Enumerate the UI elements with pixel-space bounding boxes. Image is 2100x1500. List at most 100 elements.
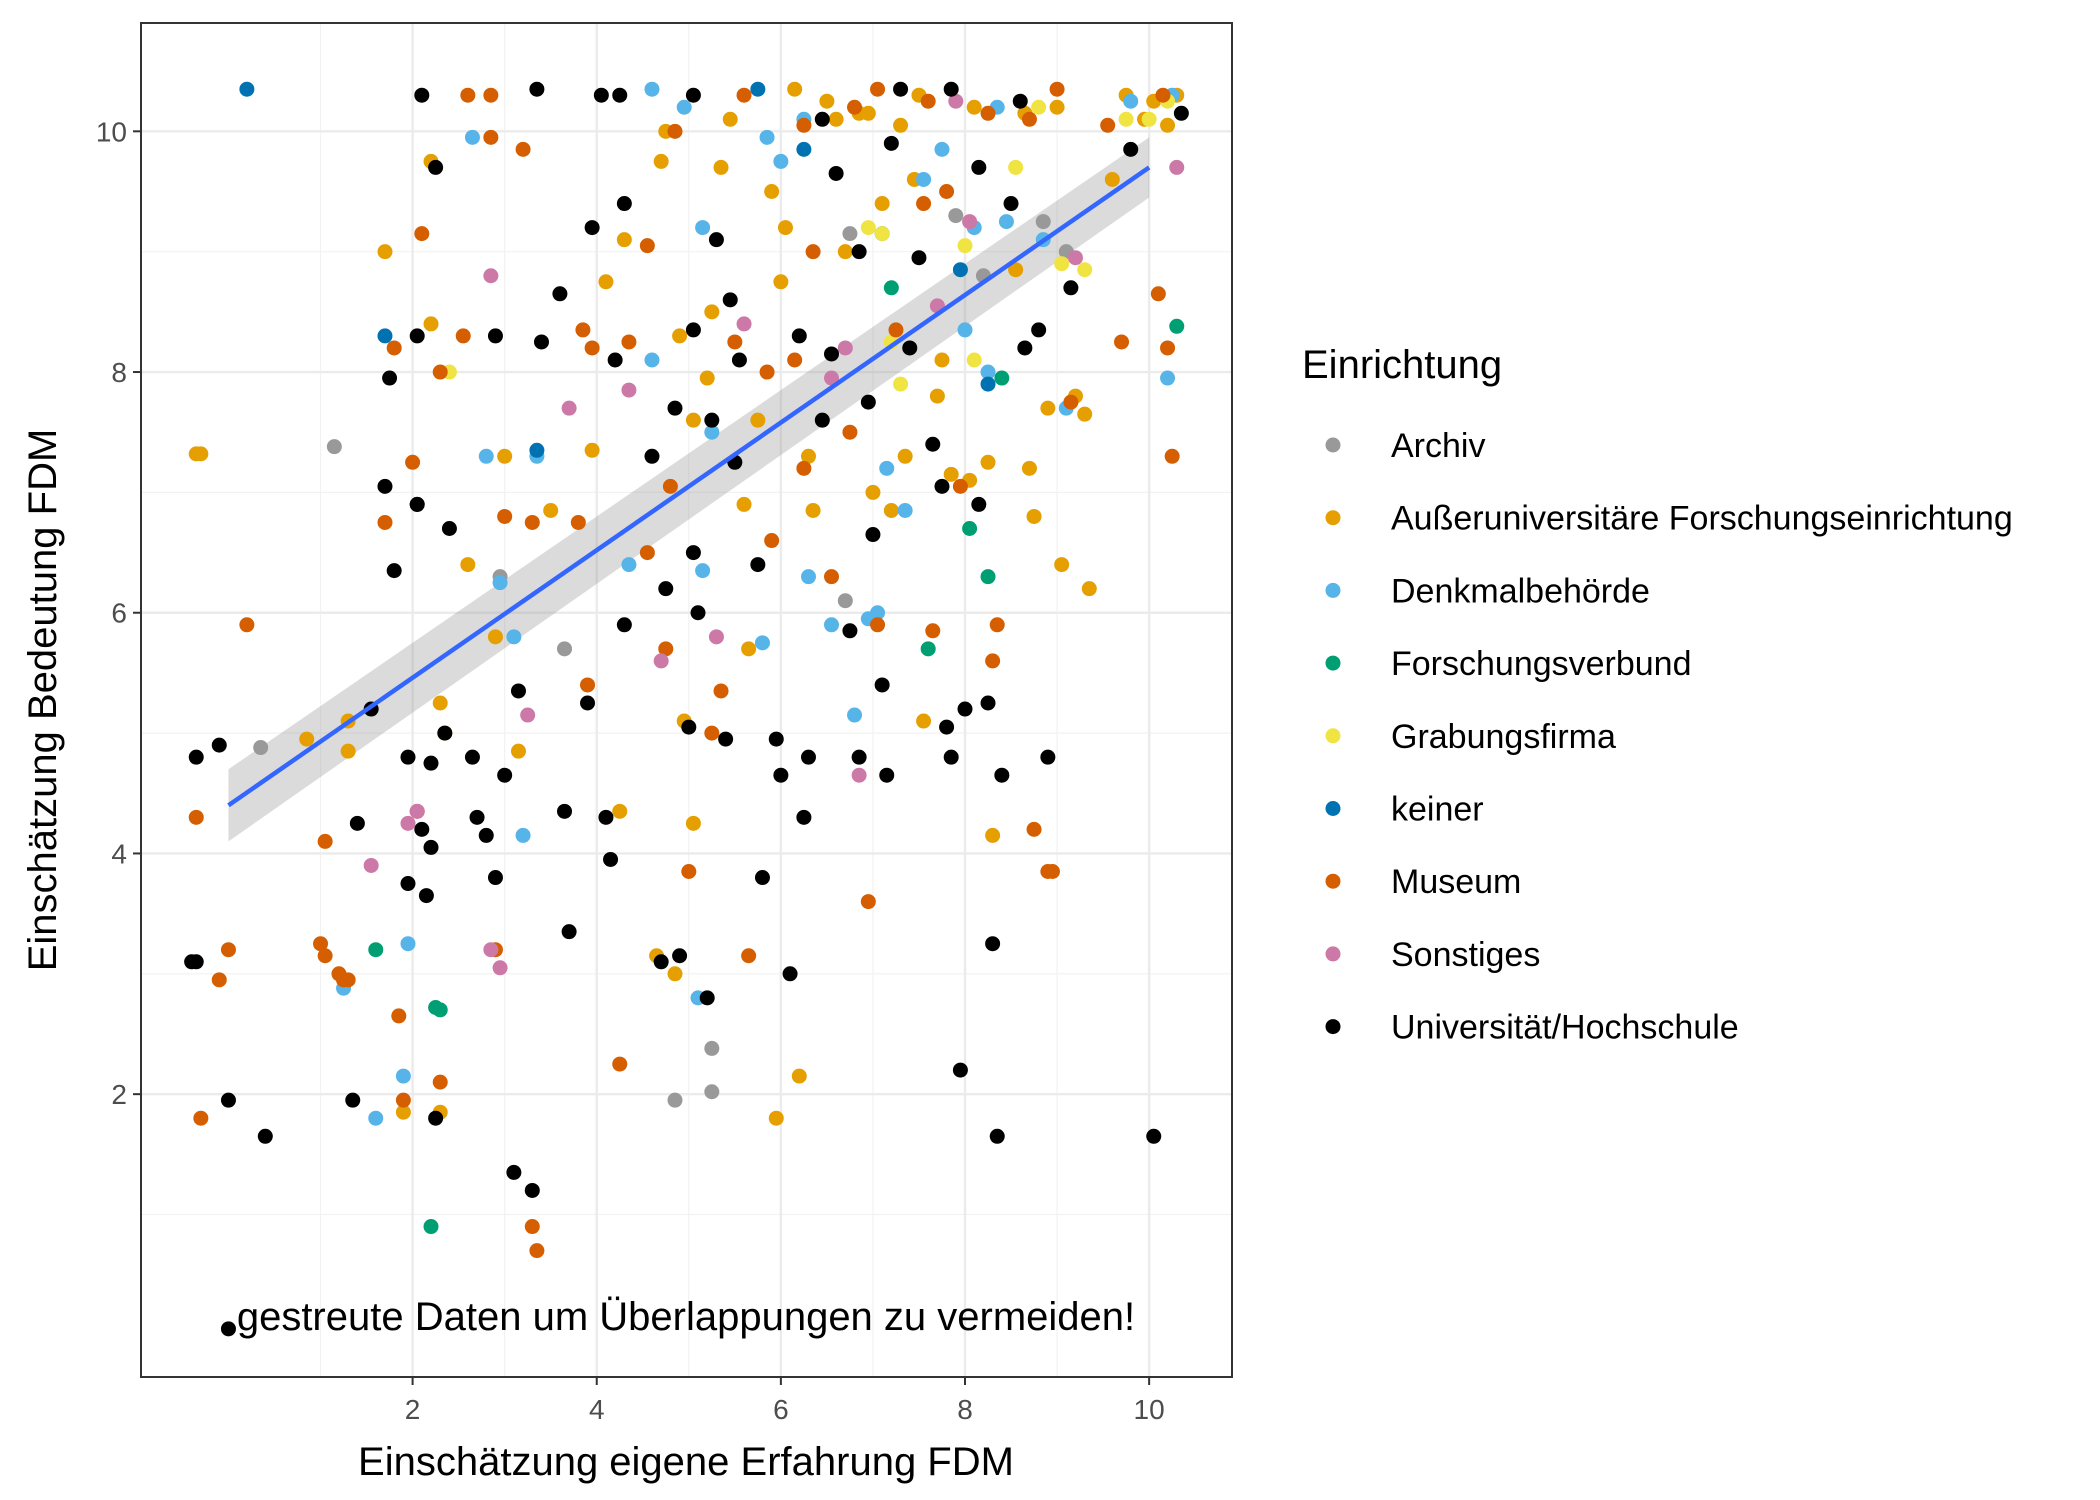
point-keiner — [980, 376, 996, 392]
point-museum — [1044, 864, 1060, 880]
point-museum — [432, 364, 448, 380]
point-universit-t-hochschule — [943, 81, 959, 97]
point-museum — [796, 460, 812, 476]
legend-label: Forschungsverbund — [1391, 645, 1692, 683]
point-museum — [920, 93, 936, 109]
point-universit-t-hochschule — [768, 731, 784, 747]
point-archiv — [837, 593, 853, 609]
point-au-eruniversit-re-forschungseinrichtung — [764, 183, 780, 199]
point-forschungsverbund — [1169, 318, 1185, 334]
point-universit-t-hochschule — [681, 719, 697, 735]
point-au-eruniversit-re-forschungseinrichtung — [787, 81, 803, 97]
point-universit-t-hochschule — [598, 809, 614, 825]
point-archiv — [326, 439, 342, 455]
legend-item: keiner — [1325, 791, 1484, 829]
point-au-eruniversit-re-forschungseinrichtung — [423, 316, 439, 332]
point-denkmalbeh-rde — [704, 424, 720, 440]
legend-key — [1325, 801, 1341, 816]
point-au-eruniversit-re-forschungseinrichtung — [768, 1110, 784, 1126]
point-museum — [787, 352, 803, 368]
point-denkmalbeh-rde — [676, 99, 692, 115]
point-universit-t-hochschule — [561, 924, 577, 940]
point-museum — [796, 117, 812, 133]
point-universit-t-hochschule — [612, 87, 628, 103]
point-universit-t-hochschule — [1012, 93, 1028, 109]
point-grabungsfirma — [1008, 159, 1024, 175]
legend-item: Sonstiges — [1325, 936, 1540, 974]
point-grabungsfirma — [1054, 256, 1070, 272]
point-au-eruniversit-re-forschungseinrichtung — [713, 159, 729, 175]
point-au-eruniversit-re-forschungseinrichtung — [805, 502, 821, 518]
chart-annotation: gestreute Daten um Überlappungen zu verm… — [237, 1295, 1135, 1339]
legend-item: Außeruniversitäre Forschungseinrichtung — [1325, 500, 2013, 538]
point-au-eruniversit-re-forschungseinrichtung — [584, 442, 600, 458]
point-museum — [989, 617, 1005, 633]
point-universit-t-hochschule — [377, 478, 393, 494]
legend-label: keiner — [1391, 791, 1484, 829]
point-denkmalbeh-rde — [759, 129, 775, 145]
point-sonstiges — [837, 340, 853, 356]
panel-border — [140, 22, 1233, 1378]
point-denkmalbeh-rde — [644, 352, 660, 368]
point-universit-t-hochschule — [1173, 105, 1189, 121]
point-forschungsverbund — [883, 280, 899, 296]
point-denkmalbeh-rde — [897, 502, 913, 518]
point-universit-t-hochschule — [934, 478, 950, 494]
point-universit-t-hochschule — [800, 749, 816, 765]
point-museum — [460, 87, 476, 103]
point-museum — [220, 942, 236, 958]
point-universit-t-hochschule — [865, 527, 881, 543]
point-au-eruniversit-re-forschungseinrichtung — [1054, 557, 1070, 573]
point-universit-t-hochschule — [874, 677, 890, 693]
legend-item: Denkmalbehörde — [1325, 572, 1650, 610]
point-denkmalbeh-rde — [773, 153, 789, 169]
point-universit-t-hochschule — [796, 809, 812, 825]
point-universit-t-hochschule — [211, 737, 227, 753]
point-au-eruniversit-re-forschungseinrichtung — [1008, 262, 1024, 278]
point-universit-t-hochschule — [851, 749, 867, 765]
point-denkmalbeh-rde — [934, 141, 950, 157]
point-universit-t-hochschule — [584, 220, 600, 236]
x-axis: 2 4 6 8 10 — [405, 1377, 1165, 1425]
point-au-eruniversit-re-forschungseinrichtung — [883, 502, 899, 518]
point-au-eruniversit-re-forschungseinrichtung — [395, 1104, 411, 1120]
point-universit-t-hochschule — [828, 165, 844, 181]
point-museum — [952, 478, 968, 494]
point-au-eruniversit-re-forschungseinrichtung — [1081, 581, 1097, 597]
legend-key — [1325, 1019, 1341, 1035]
point-universit-t-hochschule — [487, 328, 503, 344]
point-au-eruniversit-re-forschungseinrichtung — [874, 196, 890, 212]
legend-item: Archiv — [1325, 427, 1485, 465]
point-museum — [317, 833, 333, 849]
point-museum — [193, 1110, 209, 1126]
point-universit-t-hochschule — [731, 352, 747, 368]
point-grabungsfirma — [957, 238, 973, 254]
point-au-eruniversit-re-forschungseinrichtung — [667, 966, 683, 982]
point-sonstiges — [1067, 250, 1083, 266]
point-universit-t-hochschule — [1040, 749, 1056, 765]
point-denkmalbeh-rde — [998, 214, 1014, 230]
point-au-eruniversit-re-forschungseinrichtung — [699, 370, 715, 386]
point-au-eruniversit-re-forschungseinrichtung — [612, 803, 628, 819]
point-museum — [1063, 394, 1079, 410]
point-universit-t-hochschule — [414, 821, 430, 837]
point-universit-t-hochschule — [409, 328, 425, 344]
point-au-eruniversit-re-forschungseinrichtung — [685, 815, 701, 831]
point-au-eruniversit-re-forschungseinrichtung — [340, 743, 356, 759]
point-denkmalbeh-rde — [395, 1068, 411, 1084]
x-tick-label: 2 — [405, 1394, 421, 1425]
legend-entries: Archiv Außeruniversitäre Forschungseinric… — [1325, 427, 2013, 1047]
point-au-eruniversit-re-forschungseinrichtung — [685, 412, 701, 428]
point-museum — [805, 244, 821, 260]
point-universit-t-hochschule — [506, 1164, 522, 1180]
trend-line — [227, 165, 1151, 808]
point-denkmalbeh-rde — [1123, 93, 1139, 109]
y-axis: 2 4 6 8 10 — [96, 116, 141, 1110]
point-museum — [483, 129, 499, 145]
point-au-eruniversit-re-forschungseinrichtung — [1049, 99, 1065, 115]
legend-label: Sonstiges — [1391, 936, 1540, 974]
point-museum — [432, 1074, 448, 1090]
point-grabungsfirma — [893, 376, 909, 392]
point-au-eruniversit-re-forschungseinrichtung — [1104, 171, 1120, 187]
point-universit-t-hochschule — [428, 159, 444, 175]
